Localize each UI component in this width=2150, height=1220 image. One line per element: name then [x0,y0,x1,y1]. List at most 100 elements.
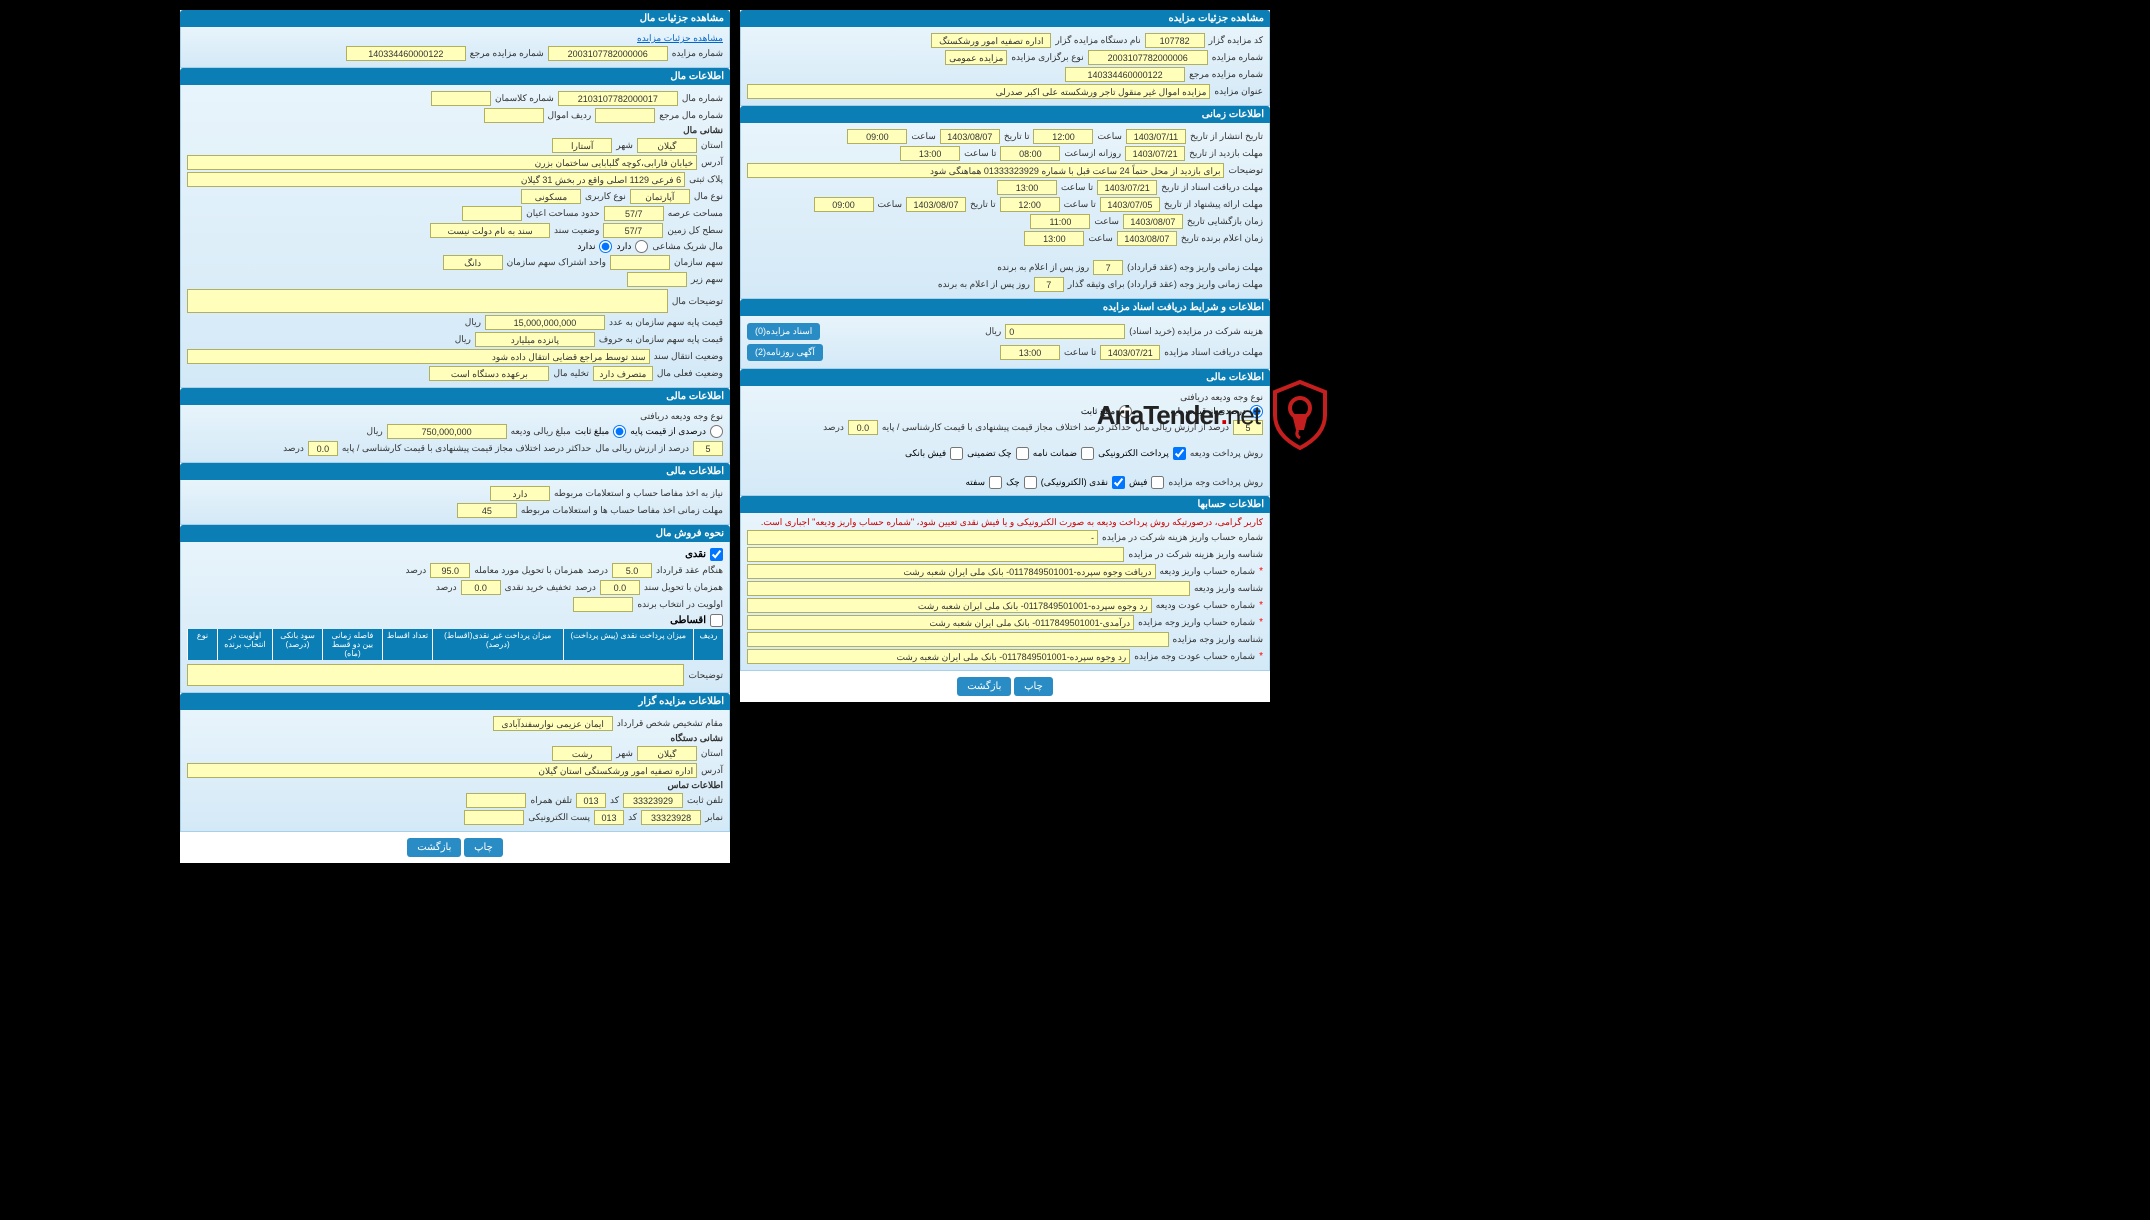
btn-auction-docs[interactable]: اسناد مزایده(0) [747,323,820,340]
field-organizer-name: اداره تصفیه امور ورشکستگ [931,33,1051,48]
l-chk: چک [1006,477,1020,488]
f-pub-to-time: 09:00 [847,129,907,144]
f-total-area: 57/7 [603,223,663,238]
f-city2: رشت [552,746,612,761]
l-pay-after: روز پس از اعلام به برنده [997,262,1089,273]
cb-cash-sale[interactable] [710,548,723,561]
f-usage: مسکونی [521,189,581,204]
logo-text1: AriaTender [1097,400,1221,430]
section-header-sale: نحوه فروش مال [180,525,730,542]
btn-back-left[interactable]: بازگشت [407,838,461,857]
f-eviction: برعهده دستگاه است [429,366,549,381]
l-rial4: ریال [367,426,383,437]
f-cost: 0 [1005,324,1125,339]
f-priority [573,597,633,612]
cb-chk[interactable] [1024,476,1037,489]
l-check: چک تضمینی [967,448,1012,459]
btn-print-left[interactable]: چاپ [464,838,503,857]
l-fax: نمابر [705,812,723,823]
radio-has[interactable] [635,240,648,253]
f-prop-type: آپارتمان [630,189,690,204]
l-phone: تلفن ثابت [687,795,723,806]
f-base-price-word: پانزده میلیارد [475,332,595,347]
property-details-panel: مشاهده جزئیات مال مشاهده جزئیات مزایده ش… [180,10,730,863]
f-doc-dl-time: 13:00 [1000,345,1060,360]
f-acc6: درآمدی-0117849501001- بانک ملی ایران شعب… [747,615,1134,630]
radio-pct2[interactable] [710,425,723,438]
btn-print-right[interactable]: چاپ [1014,677,1053,696]
l-pub-from: تاریخ انتشار از تاریخ [1190,131,1263,142]
btn-back-right[interactable]: بازگشت [957,677,1011,696]
link-auction-details[interactable]: مشاهده جزئیات مزایده [637,33,723,44]
f-current-status: متصرف دارد [593,366,653,381]
cb-safteh[interactable] [989,476,1002,489]
cb-bank[interactable] [950,447,963,460]
l-province2: استان [701,748,723,759]
l-safteh: سفته [965,477,985,488]
l-pct5: درصد [406,565,427,576]
f-acc4 [747,581,1190,596]
f-clearance-need: دارد [490,486,550,501]
l-code: کد [610,795,619,806]
l-cash-discount: تخفیف خرید نقدی [505,582,572,593]
l-current-status: وضعیت فعلی مال [657,368,723,379]
l-pct7: درصد [436,582,457,593]
l-acc3: شماره حساب واریز ودیعه [1160,566,1256,577]
l-acc2: شناسه واریز هزینه شرکت در مزایده [1128,549,1263,560]
f-cash-discount: 0.0 [461,580,501,595]
f-offer-from: 1403/07/05 [1100,197,1160,212]
field-auction-type: مزایده عمومی [945,50,1007,65]
f-doc-dl-date: 1403/07/21 [1100,345,1160,360]
cb-installment[interactable] [710,614,723,627]
f-province2: گیلان [637,746,697,761]
f-doc-until: 13:00 [997,180,1057,195]
l-email: پست الکترونیکی [528,812,590,823]
cb-check[interactable] [1016,447,1029,460]
l-code2: کد [628,812,637,823]
l-built: حدود مساحت اعیان [526,208,600,219]
l-city: شهر [616,140,633,151]
f-ref-prop [595,108,655,123]
l-prop-desc: توضیحات مال [672,296,723,307]
label-auction-type: نوع برگزاری مزایده [1011,52,1083,63]
l-on-contract: هنگام عقد قرارداد [656,565,723,576]
l-pub-to-time: ساعت [911,131,936,142]
l-rial3: ریال [455,334,471,345]
label-auction-title: عنوان مزایده [1214,86,1263,97]
l-pct3: درصد [283,443,304,454]
l-ref-num2: شماره مزایده مرجع [470,48,544,59]
l-deed-status: وضعیت سند [554,225,599,236]
btn-newspaper[interactable]: آگهی روزنامه(2) [747,344,823,361]
l-deposit-amt: مبلغ ریالی ودیعه [511,426,571,437]
f-desc2 [187,664,684,686]
watermark-logo: AriaTender.net [1050,380,1330,480]
f-ref-num2: 140334460000122 [346,46,466,61]
l-pct6: درصد [575,582,596,593]
th-noncash: میزان پرداخت غیر نقدی(اقساط) (درصد) [432,629,563,660]
f-acc3: دریافت وجوه سپرده-0117849501001- بانک مل… [747,564,1156,579]
f-pay-deadline2: 7 [1034,277,1064,292]
f-address: خیابان فارابی،کوچه گلبابایی ساختمان بزرن [187,155,697,170]
th-cash: میزان پرداخت نقدی (پیش پرداخت) [563,629,694,660]
label-auction-number: شماره مزایده [1212,52,1263,63]
l-winner-time: ساعت [1088,233,1113,244]
sub-org-address: نشانی دستگاه [671,733,723,744]
radio-hasnot[interactable] [599,240,612,253]
l-pay-deadline: مهلت زمانی واریز وجه (عقد قرارداد) [1127,262,1263,273]
radio-fixed2[interactable] [613,425,626,438]
l-pay-after2: روز پس از اعلام به برنده [938,279,1030,290]
label-ref-number: شماره مزایده مرجع [1189,69,1263,80]
f-pay-deadline: 7 [1093,260,1123,275]
l-province: استان [701,140,723,151]
f-fax: 33323928 [641,810,701,825]
th-count: تعداد اقساط [382,629,432,660]
l-acc7: شناسه واریز وجه مزایده [1173,634,1264,645]
f-visit-daily: 08:00 [1000,146,1060,161]
section-header-time-info: اطلاعات زمانی [740,106,1270,123]
l-pub-from-time: ساعت [1097,131,1122,142]
section-header-financial2: اطلاعات مالی [180,388,730,405]
l-doc-dl-until: تا ساعت [1064,347,1096,358]
l-share-unit: واحد اشتراک سهم سازمان [507,257,606,268]
installment-table-header: ردیف میزان پرداخت نقدی (پیش پرداخت) میزا… [187,629,723,660]
l-pct2b: درصدی از قیمت پایه [630,426,706,437]
